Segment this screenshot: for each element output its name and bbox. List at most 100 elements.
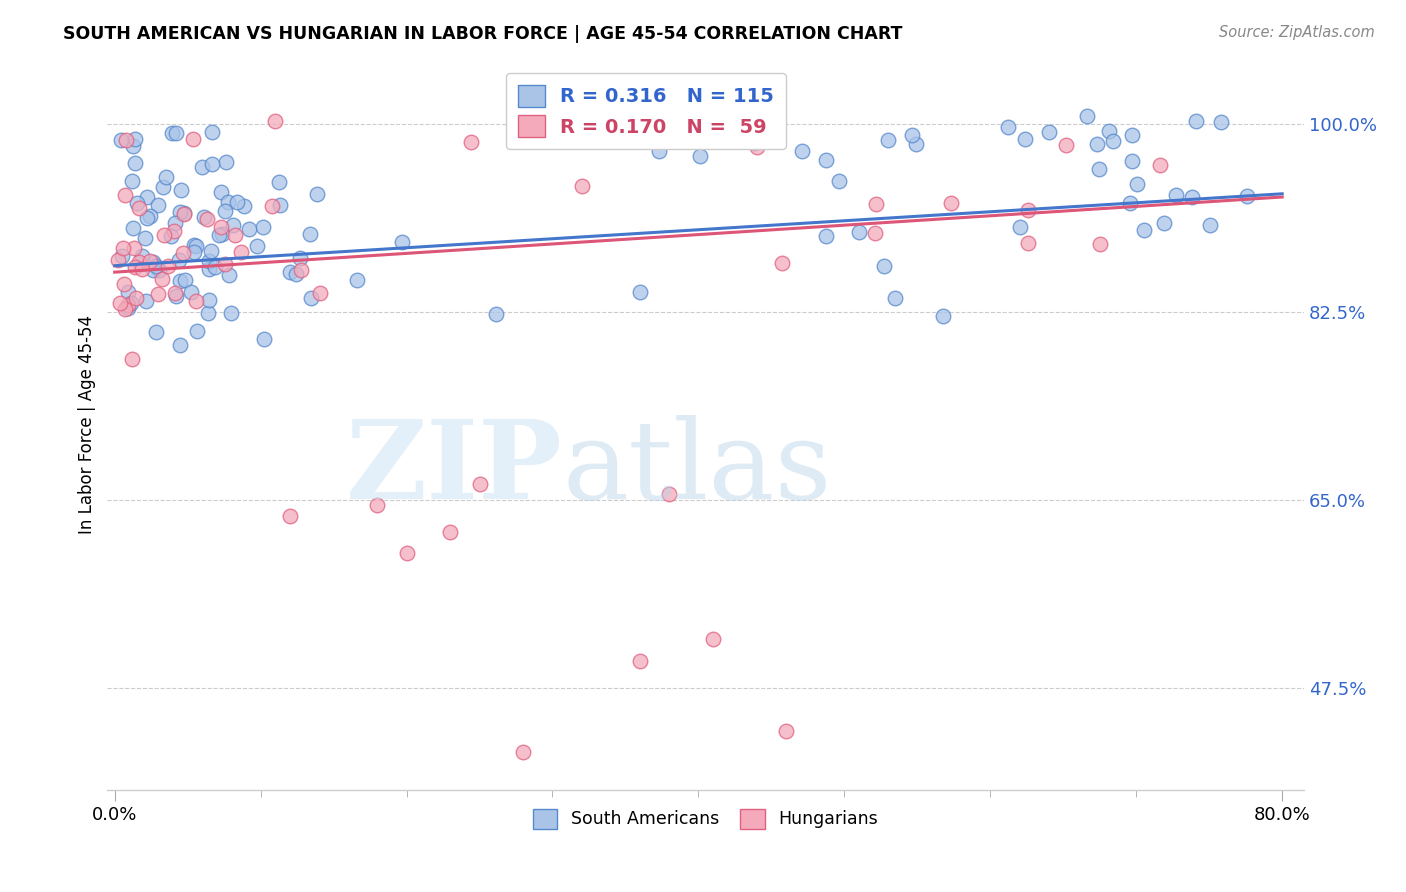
Point — [745, 140, 768, 154]
Point — [689, 149, 711, 163]
Point — [366, 498, 388, 512]
Point — [1181, 189, 1204, 203]
Point — [112, 277, 135, 292]
Point — [201, 157, 224, 171]
Point — [742, 136, 765, 150]
Point — [148, 263, 170, 277]
Text: ZIP: ZIP — [346, 415, 562, 522]
Point — [124, 131, 146, 145]
Point — [865, 197, 887, 211]
Point — [152, 272, 174, 286]
Point — [115, 133, 138, 147]
Point — [214, 258, 236, 272]
Point — [439, 524, 461, 539]
Point — [122, 241, 145, 255]
Point — [395, 546, 418, 560]
Point — [285, 268, 308, 282]
Point — [290, 263, 312, 277]
Point — [278, 508, 301, 523]
Point — [124, 260, 146, 275]
Point — [214, 204, 236, 219]
Point — [163, 216, 186, 230]
Point — [114, 301, 136, 316]
Point — [117, 285, 139, 300]
Point — [195, 211, 218, 226]
Point — [863, 227, 886, 241]
Point — [201, 125, 224, 139]
Point — [117, 298, 139, 312]
Point — [512, 745, 534, 759]
Point — [658, 487, 681, 501]
Text: atlas: atlas — [562, 415, 832, 522]
Point — [120, 296, 142, 310]
Point — [1236, 189, 1258, 203]
Point — [1017, 203, 1039, 218]
Point — [197, 306, 219, 320]
Point — [174, 273, 197, 287]
Point — [225, 194, 247, 209]
Point — [204, 260, 226, 274]
Point — [1209, 115, 1232, 129]
Point — [571, 179, 593, 194]
Point — [1198, 218, 1220, 232]
Point — [1098, 124, 1121, 138]
Point — [148, 287, 170, 301]
Point — [209, 185, 232, 199]
Point — [468, 476, 491, 491]
Point — [142, 262, 165, 277]
Point — [299, 291, 322, 305]
Point — [883, 291, 905, 305]
Point — [628, 654, 651, 668]
Point — [128, 201, 150, 215]
Point — [217, 194, 239, 209]
Point — [128, 255, 150, 269]
Point — [139, 253, 162, 268]
Point — [246, 239, 269, 253]
Point — [131, 261, 153, 276]
Point — [121, 221, 143, 235]
Point — [485, 307, 508, 321]
Point — [1164, 188, 1187, 202]
Point — [114, 188, 136, 202]
Point — [163, 224, 186, 238]
Point — [209, 220, 232, 235]
Point — [215, 154, 238, 169]
Point — [1118, 196, 1140, 211]
Point — [170, 184, 193, 198]
Point — [173, 207, 195, 221]
Point — [136, 190, 159, 204]
Point — [181, 131, 204, 145]
Point — [264, 113, 287, 128]
Point — [208, 228, 231, 243]
Point — [1085, 136, 1108, 151]
Point — [828, 173, 851, 187]
Text: Source: ZipAtlas.com: Source: ZipAtlas.com — [1219, 25, 1375, 40]
Point — [905, 136, 928, 151]
Point — [232, 199, 254, 213]
Point — [648, 144, 671, 158]
Point — [122, 139, 145, 153]
Point — [770, 255, 793, 269]
Point — [153, 227, 176, 242]
Point — [200, 244, 222, 258]
Point — [309, 285, 332, 300]
Point — [160, 126, 183, 140]
Point — [1088, 162, 1111, 177]
Point — [165, 289, 187, 303]
Point — [173, 206, 195, 220]
Point — [262, 199, 284, 213]
Point — [1101, 134, 1123, 148]
Point — [198, 254, 221, 268]
Point — [307, 187, 329, 202]
Point — [609, 124, 631, 138]
Point — [112, 241, 135, 255]
Point — [1090, 237, 1112, 252]
Point — [278, 265, 301, 279]
Point — [169, 274, 191, 288]
Point — [155, 170, 177, 185]
Point — [238, 222, 260, 236]
Point — [108, 296, 131, 310]
Point — [873, 259, 896, 273]
Point — [180, 285, 202, 299]
Point — [702, 632, 724, 647]
